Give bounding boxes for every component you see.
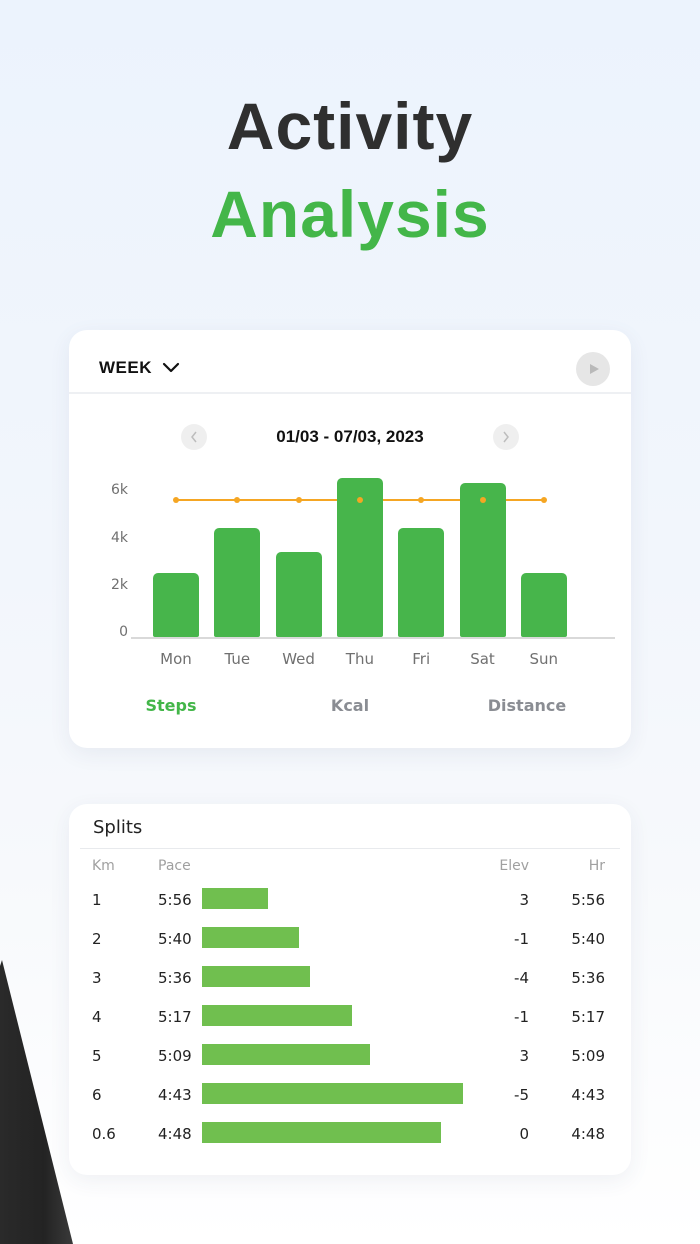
y-tick-0: 0 xyxy=(119,624,128,640)
header-km: Km xyxy=(92,858,115,874)
x-label-wed: Wed xyxy=(282,650,315,668)
chevron-left-icon xyxy=(191,431,197,443)
split-pace: 5:36 xyxy=(158,969,192,987)
pace-bar xyxy=(202,888,268,909)
goal-point-thu xyxy=(356,496,363,503)
x-label-sat: Sat xyxy=(470,650,495,668)
split-elev: -5 xyxy=(514,1086,529,1104)
tab-distance[interactable]: Distance xyxy=(487,696,567,715)
x-label-tue: Tue xyxy=(224,650,251,668)
date-navigator: 01/03 - 07/03, 2023 xyxy=(69,424,631,450)
play-icon xyxy=(589,364,599,374)
split-km: 1 xyxy=(92,891,102,909)
x-label-fri: Fri xyxy=(412,650,431,668)
split-elev: 3 xyxy=(519,1047,529,1065)
split-row: 5 5:09 3 5:09 xyxy=(69,1044,631,1070)
y-tick-4k: 4k xyxy=(110,530,128,546)
splits-divider xyxy=(80,848,620,849)
bar-thu[interactable] xyxy=(336,478,383,637)
split-elev: 0 xyxy=(519,1125,529,1143)
split-row: 2 5:40 -1 5:40 xyxy=(69,927,631,953)
bar-fri[interactable] xyxy=(398,528,445,637)
split-km: 4 xyxy=(92,1008,102,1026)
pace-bar xyxy=(202,927,299,948)
goal-point-sun xyxy=(540,496,547,503)
card-header: WEEK xyxy=(69,330,631,394)
split-pace: 4:48 xyxy=(158,1125,192,1143)
split-row: 4 5:17 -1 5:17 xyxy=(69,1005,631,1031)
bar-mon[interactable] xyxy=(153,573,199,637)
split-row: 3 5:36 -4 5:36 xyxy=(69,966,631,992)
split-pace: 5:17 xyxy=(158,1008,192,1026)
bar-tue[interactable] xyxy=(214,528,261,637)
goal-point-sat xyxy=(479,496,486,503)
y-tick-2k: 2k xyxy=(110,577,128,593)
split-km: 2 xyxy=(92,930,102,948)
header-elev: Elev xyxy=(499,858,529,874)
splits-title: Splits xyxy=(93,817,143,838)
play-button[interactable] xyxy=(576,352,610,386)
goal-point-wed xyxy=(295,496,302,503)
pace-bar xyxy=(202,1005,352,1026)
splits-card: Splits Km Pace Elev Hr 1 5:56 3 5:56 2 5:40 -1… xyxy=(69,804,631,1175)
activity-card: WEEK 01/03 - 07/03, 2023 6k 4k 2k 0 Mon T… xyxy=(69,330,631,748)
pace-bar xyxy=(202,1083,463,1104)
split-km: 0.6 xyxy=(92,1125,116,1143)
split-km: 6 xyxy=(92,1086,102,1104)
header-pace: Pace xyxy=(158,858,191,874)
split-pace: 5:09 xyxy=(158,1047,192,1065)
split-elev: -1 xyxy=(514,1008,529,1026)
x-label-thu: Thu xyxy=(345,650,374,668)
decorative-device-edge xyxy=(0,960,73,1244)
x-label-mon: Mon xyxy=(160,650,192,668)
tab-kcal[interactable]: Kcal xyxy=(330,696,370,715)
bar-sun[interactable] xyxy=(520,573,567,637)
split-pace: 5:40 xyxy=(158,930,192,948)
split-row: 1 5:56 3 5:56 xyxy=(69,888,631,914)
bar-sat[interactable] xyxy=(459,483,506,637)
goal-point-tue xyxy=(234,496,241,503)
split-pace: 4:43 xyxy=(158,1086,192,1104)
split-row: 6 4:43 -5 4:43 xyxy=(69,1083,631,1109)
metric-tabs: Steps Kcal Distance xyxy=(69,696,631,726)
range-select[interactable]: WEEK xyxy=(99,358,180,378)
pace-bar xyxy=(202,966,310,987)
split-hr: 5:40 xyxy=(571,930,605,948)
hero-title-line2: Analysis xyxy=(210,177,490,251)
pace-bar xyxy=(202,1044,370,1065)
tab-steps[interactable]: Steps xyxy=(145,696,197,715)
split-hr: 4:43 xyxy=(571,1086,605,1104)
split-hr: 4:48 xyxy=(571,1125,605,1143)
split-hr: 5:09 xyxy=(571,1047,605,1065)
chevron-down-icon xyxy=(162,362,180,373)
x-axis-line xyxy=(131,637,615,639)
pace-bar xyxy=(202,1122,441,1143)
previous-week-button[interactable] xyxy=(181,424,207,450)
split-elev: -1 xyxy=(514,930,529,948)
next-week-button[interactable] xyxy=(493,424,519,450)
y-tick-6k: 6k xyxy=(110,482,128,498)
chevron-right-icon xyxy=(503,431,509,443)
hero-title-line1: Activity xyxy=(226,89,474,163)
split-elev: 3 xyxy=(519,891,529,909)
bar-wed[interactable] xyxy=(275,551,322,637)
split-hr: 5:56 xyxy=(571,891,605,909)
range-select-value: WEEK xyxy=(99,358,152,377)
x-label-sun: Sun xyxy=(529,650,559,668)
split-hr: 5:36 xyxy=(571,969,605,987)
date-range-label: 01/03 - 07/03, 2023 xyxy=(276,427,424,446)
split-km: 3 xyxy=(92,969,102,987)
header-hr: Hr xyxy=(588,858,605,874)
split-pace: 5:56 xyxy=(158,891,192,909)
split-row: 0.6 4:48 0 4:48 xyxy=(69,1122,631,1148)
goal-point-mon xyxy=(173,496,179,503)
split-hr: 5:17 xyxy=(571,1008,605,1026)
split-km: 5 xyxy=(92,1047,102,1065)
steps-bar-chart: 6k 4k 2k 0 Mon Tue Wed Thu Fri Sat Sun xyxy=(69,460,631,680)
goal-point-fri xyxy=(418,496,425,503)
split-elev: -4 xyxy=(514,969,529,987)
